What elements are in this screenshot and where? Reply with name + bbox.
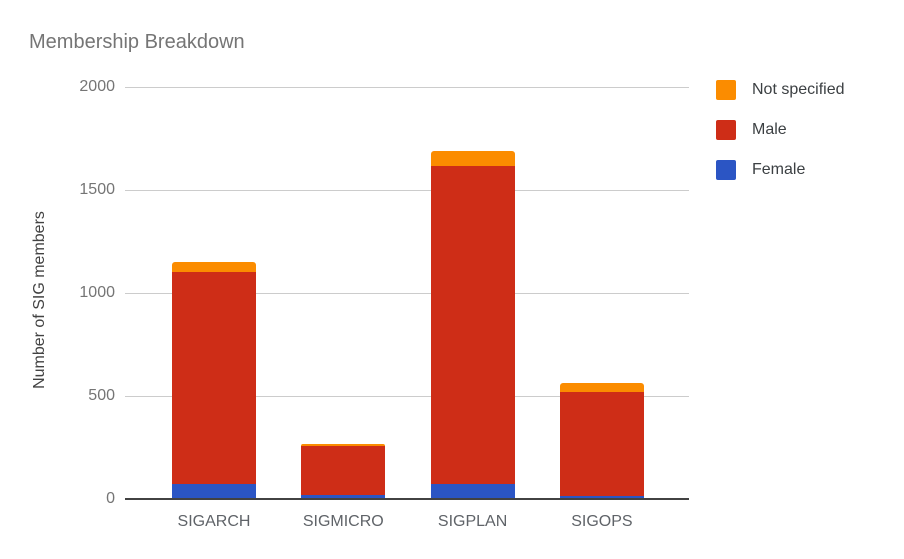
legend-label: Female — [752, 160, 806, 178]
legend-label: Male — [752, 120, 787, 138]
male-swatch-icon — [716, 119, 736, 140]
x-axis-baseline — [125, 498, 689, 500]
y-tick-label: 2000 — [79, 78, 115, 95]
plot-area: 0 500 1000 1500 2000 SIGARCH SIGMICRO SIGPLAN SI… — [79, 78, 689, 530]
bar-sigops[interactable] — [559, 87, 644, 499]
female-swatch-icon — [716, 159, 736, 180]
x-axis-label: SIGARCH — [177, 513, 251, 530]
bar-sigmicro[interactable] — [301, 87, 386, 499]
bar-segment-female-sigops[interactable] — [559, 495, 644, 499]
bar-segment-male-sigmicro[interactable] — [301, 445, 386, 496]
legend-item-not-specified[interactable]: Not specified — [716, 79, 845, 100]
bar-segment-male-sigarch[interactable] — [172, 271, 256, 485]
gridline — [125, 395, 689, 397]
bar-sigarch[interactable] — [172, 87, 256, 499]
not-specified-swatch-icon — [716, 79, 736, 100]
bar-sigplan[interactable] — [430, 87, 515, 499]
bar-segment-female-sigarch[interactable] — [172, 484, 256, 499]
legend-label: Not specified — [752, 80, 845, 98]
y-tick-label: 1000 — [79, 284, 115, 301]
x-axis-label: SIGMICRO — [302, 513, 384, 530]
legend-item-male[interactable]: Male — [716, 119, 845, 140]
legend: Not specified Male Female — [716, 79, 845, 180]
y-tick-label: 500 — [88, 387, 115, 404]
bar-segment-male-sigops[interactable] — [559, 392, 644, 496]
chart-title: Membership Breakdown — [29, 31, 245, 53]
gridline — [125, 189, 689, 191]
bar-segment-not-specified-sigmicro[interactable] — [301, 444, 386, 446]
x-axis-label: SIGOPS — [571, 513, 633, 530]
bar-segment-not-specified-sigarch[interactable] — [172, 261, 256, 272]
bar-segment-not-specified-sigplan[interactable] — [430, 151, 515, 167]
bar-segment-female-sigplan[interactable] — [430, 483, 515, 499]
y-tick-label: 1500 — [79, 181, 115, 198]
x-axis-label: SIGPLAN — [437, 513, 508, 530]
bar-segment-male-sigplan[interactable] — [430, 166, 515, 484]
bar-segment-not-specified-sigops[interactable] — [559, 383, 644, 393]
legend-item-female[interactable]: Female — [716, 159, 845, 180]
y-tick-label: 0 — [106, 490, 115, 507]
gridline — [125, 86, 689, 88]
bar-segment-female-sigmicro[interactable] — [301, 495, 386, 499]
gridline — [125, 292, 689, 294]
